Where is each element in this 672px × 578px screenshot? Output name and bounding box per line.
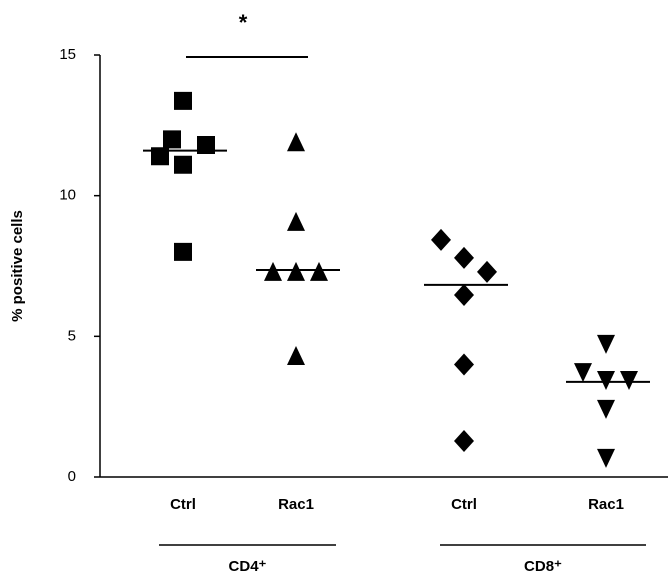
point (310, 261, 328, 281)
point (597, 334, 615, 354)
point (454, 283, 474, 306)
group-label: CD8⁺ (524, 558, 562, 575)
x-tick-label: Ctrl (170, 496, 196, 513)
point (620, 370, 638, 390)
point (163, 130, 181, 149)
point (264, 261, 282, 281)
point (597, 399, 615, 419)
point (287, 261, 305, 281)
point (174, 91, 192, 110)
y-tick-label: 10 (59, 187, 76, 204)
point (597, 370, 615, 390)
y-tick-label: 0 (68, 468, 76, 485)
group-label: CD4⁺ (229, 558, 267, 575)
point (287, 132, 305, 152)
point (174, 242, 192, 261)
significance-label: * (239, 10, 248, 35)
point (174, 155, 192, 174)
point (431, 228, 451, 251)
y-tick-label: 5 (68, 327, 76, 344)
x-tick-label: Rac1 (588, 496, 624, 513)
point (197, 136, 215, 155)
point (574, 363, 592, 383)
point (454, 246, 474, 269)
point (287, 211, 305, 231)
point (597, 448, 615, 468)
point (454, 429, 474, 452)
point (151, 147, 169, 166)
y-tick-label: 15 (59, 46, 76, 63)
x-tick-label: Ctrl (451, 496, 477, 513)
point (477, 260, 497, 283)
x-tick-label: Rac1 (278, 496, 314, 513)
point (287, 346, 305, 366)
y-axis-label: % positive cells (9, 210, 26, 322)
point (454, 353, 474, 376)
